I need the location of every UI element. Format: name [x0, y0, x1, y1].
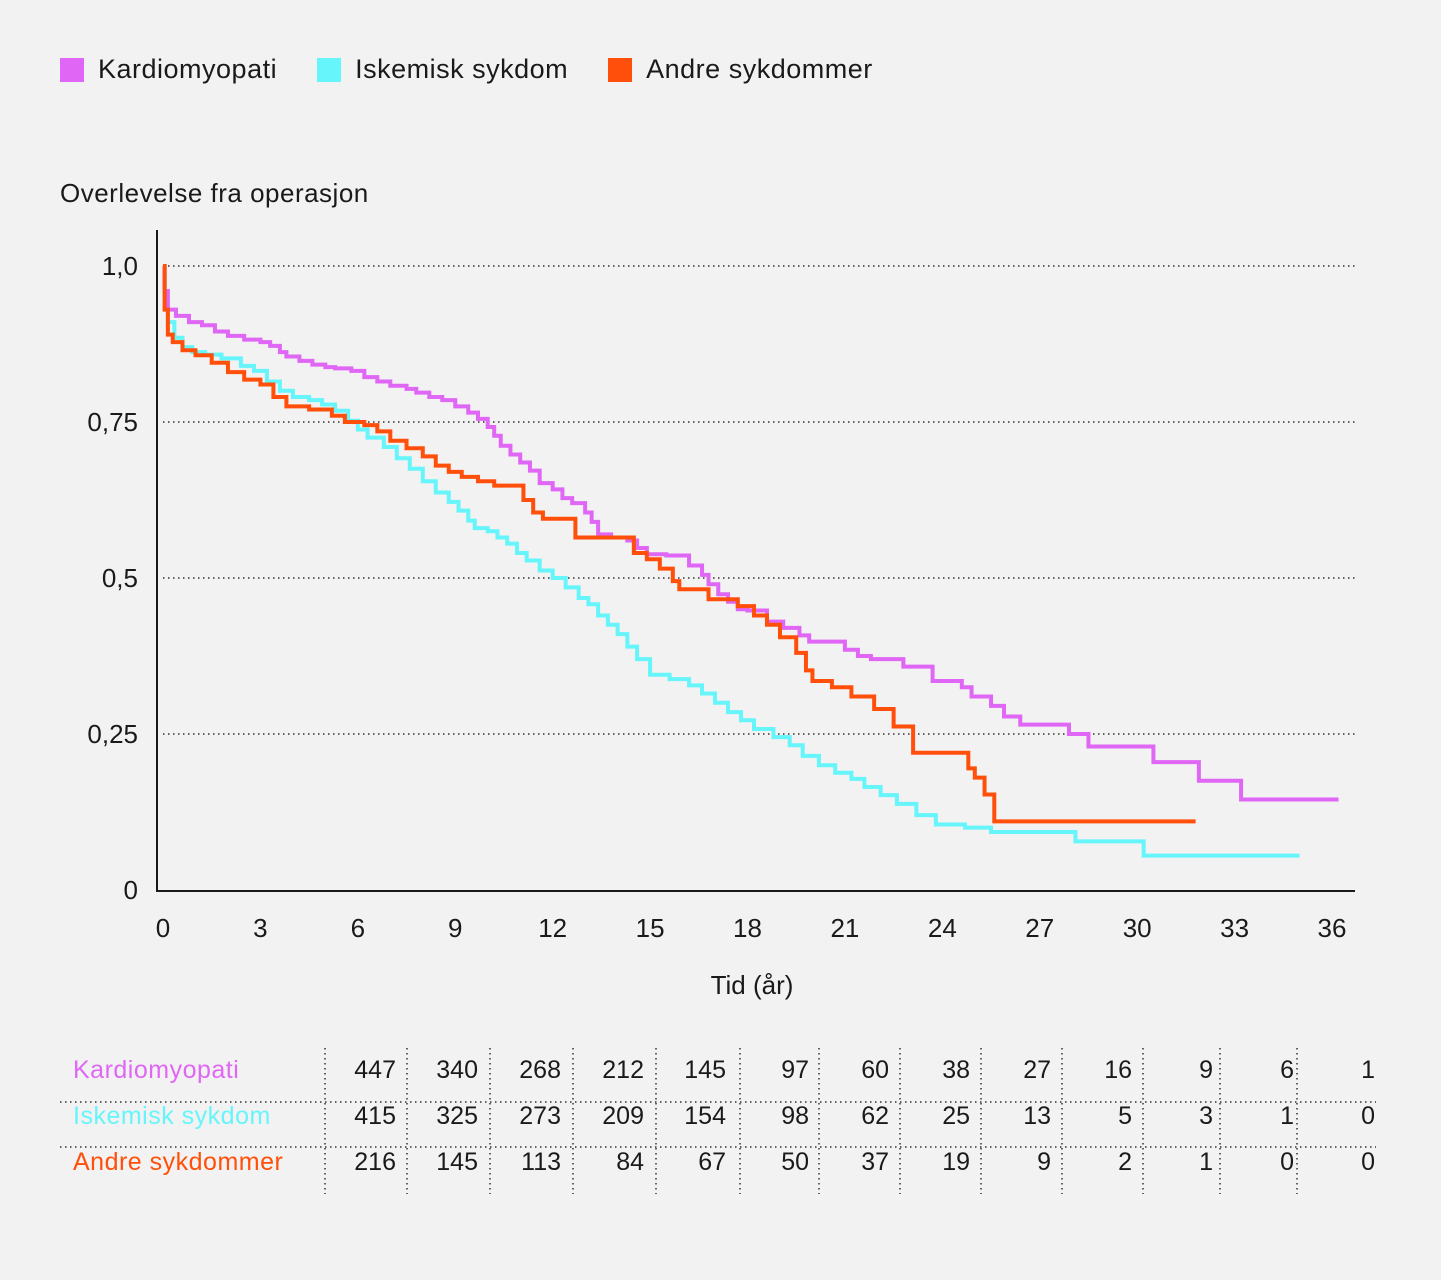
y-tick-label: 0,25 [87, 719, 138, 749]
y-tick-label: 1,0 [102, 251, 138, 281]
risk-cell: 13 [1023, 1102, 1051, 1130]
series-line-kardiomyopati [162, 264, 1339, 802]
risk-cell: 1 [1280, 1102, 1294, 1130]
risk-cell: 60 [861, 1056, 889, 1084]
chart-legend: Kardiomyopati Iskemisk sykdom Andre sykd… [60, 54, 913, 85]
risk-cell: 447 [354, 1056, 396, 1084]
risk-cell: 325 [436, 1102, 478, 1130]
risk-cell: 37 [861, 1148, 889, 1176]
risk-cell: 2 [1118, 1148, 1132, 1176]
legend-label-kardiomyopati: Kardiomyopati [98, 54, 278, 84]
legend-swatch-kardiomyopati [60, 57, 84, 82]
risk-cell: 62 [861, 1102, 889, 1130]
x-tick-label: 24 [928, 913, 957, 943]
y-tick-label: 0 [124, 875, 138, 905]
risk-cell: 67 [698, 1148, 726, 1176]
x-tick-label: 15 [636, 913, 665, 943]
legend-label-andre: Andre sykdommer [646, 54, 873, 84]
risk-cell: 209 [602, 1102, 644, 1130]
risk-row-label: Kardiomyopati [73, 1056, 240, 1084]
risk-cell: 415 [354, 1102, 396, 1130]
legend-swatch-andre [608, 57, 633, 82]
risk-row-label: Iskemisk sykdom [73, 1102, 271, 1130]
legend-item-kardiomyopati: Kardiomyopati [60, 54, 277, 85]
x-tick-label: 36 [1318, 913, 1347, 943]
risk-cell: 5 [1118, 1102, 1132, 1130]
y-tick-label: 0,75 [87, 407, 138, 437]
series-line-andre-sykdommer [162, 264, 1196, 824]
x-tick-label: 9 [448, 913, 462, 943]
legend-label-iskemisk: Iskemisk sykdom [355, 54, 569, 84]
legend-item-iskemisk: Iskemisk sykdom [317, 54, 568, 85]
x-tick-label: 21 [830, 913, 859, 943]
x-tick-label: 33 [1220, 913, 1249, 943]
risk-cell: 1 [1199, 1148, 1213, 1176]
risk-cell: 113 [521, 1148, 561, 1176]
x-tick-label: 12 [538, 913, 567, 943]
risk-cell: 16 [1104, 1056, 1132, 1084]
risk-cell: 27 [1023, 1056, 1051, 1084]
risk-cell: 9 [1037, 1148, 1051, 1176]
risk-cell: 0 [1361, 1148, 1375, 1176]
legend-item-andre: Andre sykdommer [608, 54, 873, 85]
risk-cell: 273 [519, 1102, 561, 1130]
risk-cell: 19 [942, 1148, 970, 1176]
risk-cell: 25 [942, 1102, 970, 1130]
risk-cell: 50 [781, 1148, 809, 1176]
risk-cell: 3 [1199, 1102, 1213, 1130]
risk-row-label: Andre sykdommer [73, 1148, 284, 1176]
risk-cell: 38 [942, 1056, 970, 1084]
risk-cell: 216 [354, 1148, 396, 1176]
risk-cell: 6 [1280, 1056, 1294, 1084]
risk-cell: 154 [684, 1102, 726, 1130]
risk-cell: 340 [436, 1056, 478, 1084]
risk-cell: 268 [519, 1056, 561, 1084]
x-tick-label: 3 [253, 913, 267, 943]
x-tick-label: 27 [1025, 913, 1054, 943]
risk-cell: 145 [684, 1056, 726, 1084]
y-tick-label: 0,5 [102, 563, 138, 593]
legend-swatch-iskemisk [317, 57, 342, 82]
risk-cell: 0 [1361, 1102, 1375, 1130]
x-tick-label: 0 [156, 913, 170, 943]
x-axis-label: Tid (år) [710, 970, 794, 1000]
risk-cell: 145 [436, 1148, 478, 1176]
x-tick-label: 6 [351, 913, 365, 943]
risk-cell: 1 [1361, 1056, 1375, 1084]
x-tick-label: 18 [733, 913, 762, 943]
risk-cell: 98 [781, 1102, 809, 1130]
y-axis-label: Overlevelse fra operasjon [60, 178, 369, 208]
risk-cell: 97 [781, 1056, 809, 1084]
risk-cell: 0 [1280, 1148, 1294, 1176]
x-tick-label: 30 [1123, 913, 1152, 943]
series-line-iskemisk-sykdom [162, 264, 1300, 858]
risk-cell: 84 [616, 1148, 644, 1176]
risk-cell: 9 [1199, 1056, 1213, 1084]
risk-cell: 212 [602, 1056, 644, 1084]
